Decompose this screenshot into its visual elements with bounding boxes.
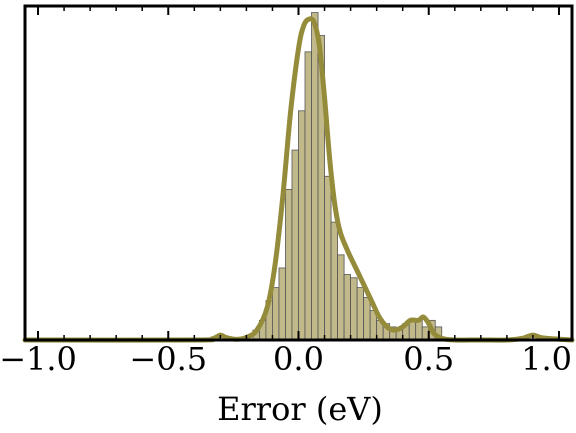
histogram-bar — [330, 221, 338, 341]
x-tick-label: 1.0 — [521, 340, 572, 378]
histogram-bar — [272, 287, 280, 341]
histogram-bar — [298, 110, 306, 341]
histogram-bar — [324, 175, 332, 341]
histogram-bar — [291, 149, 299, 341]
histogram-bar — [278, 267, 286, 341]
x-tick-labels: −1.0 −0.5 0.0 0.5 1.0 — [0, 340, 572, 378]
histogram-bar — [350, 277, 358, 341]
histogram-bar — [285, 188, 293, 341]
plot-frame — [23, 4, 574, 342]
density-curve — [22, 16, 575, 343]
x-axis-label: Error (eV) — [217, 390, 383, 428]
x-tick-label: 0.5 — [403, 340, 454, 378]
histogram-bar — [343, 274, 351, 341]
x-tick-label: 0.0 — [273, 340, 324, 378]
histogram-bar — [415, 319, 423, 341]
x-tick-label: −0.5 — [129, 340, 207, 378]
histogram-bar — [311, 12, 319, 341]
histogram-bar — [304, 51, 312, 341]
x-tick-label: −1.0 — [0, 340, 77, 378]
histogram-bars — [252, 12, 443, 341]
histogram-bar — [363, 297, 371, 341]
histogram-bar — [356, 287, 365, 341]
histogram-bar — [337, 254, 345, 341]
